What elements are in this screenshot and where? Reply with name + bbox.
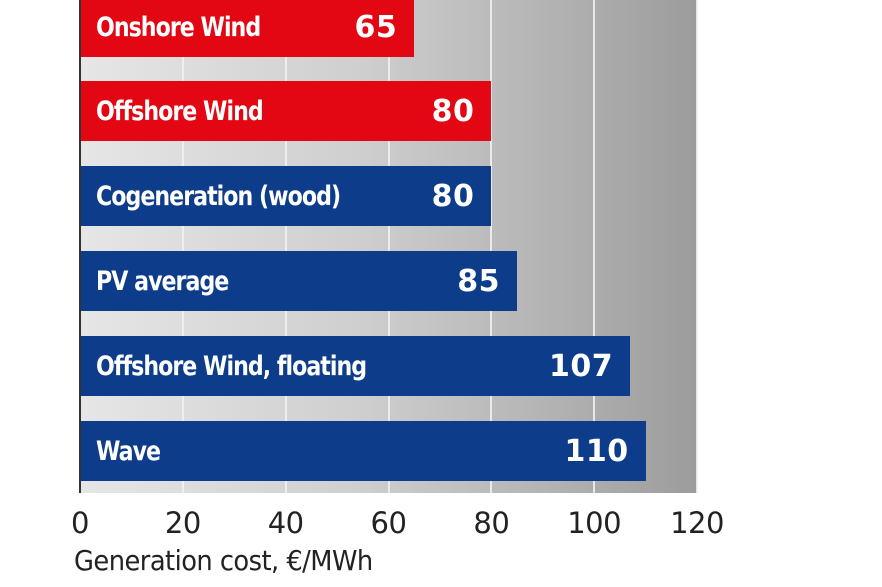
bar-value: 65 (354, 9, 398, 45)
bar: Onshore Wind 65 (81, 0, 415, 57)
y-axis-line (79, 0, 81, 493)
bar: PV average 85 (81, 251, 518, 311)
bar: Wave 110 (81, 421, 646, 481)
gridline (490, 0, 493, 493)
bar: Cogeneration (wood) 80 (81, 166, 492, 226)
x-tick-label: 20 (164, 506, 201, 540)
gridline (593, 0, 596, 493)
bar-value: 110 (564, 433, 629, 469)
x-tick-label: 100 (567, 506, 622, 540)
bar-value: 85 (457, 263, 501, 299)
bar: Offshore Wind, floating 107 (81, 336, 631, 396)
x-tick-label: 0 (71, 506, 89, 540)
x-tick-label: 60 (370, 506, 407, 540)
bar-label: Cogeneration (wood) (96, 180, 341, 212)
gridline (181, 0, 184, 493)
bar-value: 80 (431, 178, 475, 214)
bar-value: 107 (549, 348, 614, 384)
x-tick-label: 120 (670, 506, 724, 540)
bar-label: Offshore Wind (96, 95, 264, 127)
bar-label: Wave (96, 435, 161, 467)
bar-label: Onshore Wind (96, 11, 261, 43)
gridline (696, 0, 698, 493)
bar-label: Offshore Wind, floating (96, 350, 367, 382)
x-tick-label: 40 (267, 506, 304, 540)
x-tick-label: 80 (473, 506, 510, 540)
x-axis-title: Generation cost, €/MWh (74, 544, 373, 577)
bar: Offshore Wind 80 (81, 81, 492, 141)
bar-value: 80 (431, 93, 475, 129)
gridline (387, 0, 390, 493)
gridline (284, 0, 287, 493)
bar-label: PV average (96, 265, 229, 297)
